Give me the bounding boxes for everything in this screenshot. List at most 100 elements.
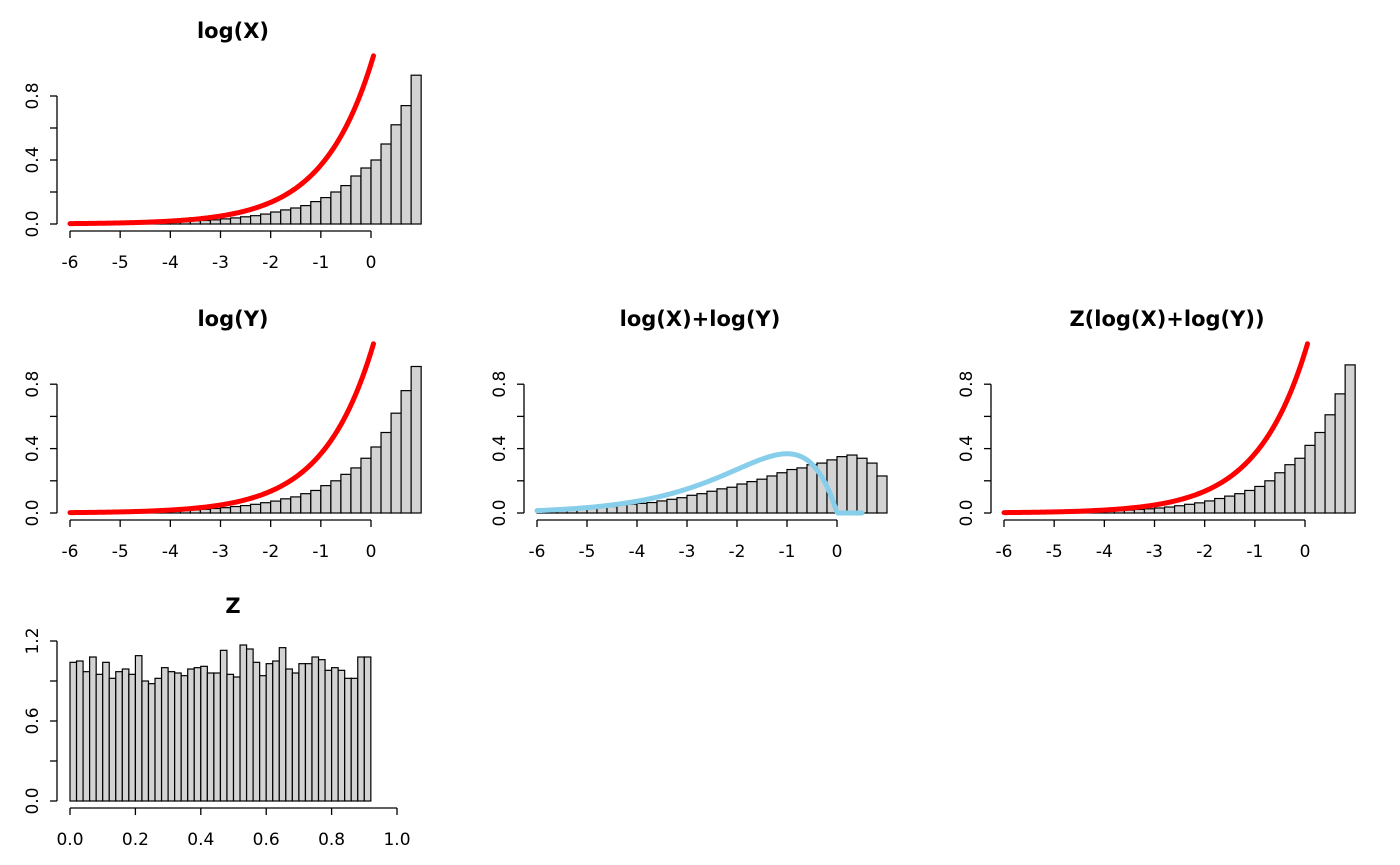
x-tick-label: 0.0 [56, 830, 83, 850]
histogram-panel-logy: log(Y) -6 -5 -4 -3 -2 -1 0 0.0 0.4 0.8 [23, 307, 422, 562]
histogram-bar [370, 159, 382, 225]
histogram-bar [252, 661, 261, 802]
histogram-panel-logx: log(X) -6 -5 -4 -3 -2 -1 0 0.0 0.4 0.8 [23, 19, 422, 273]
histogram-bar [766, 475, 778, 514]
histogram-bar [310, 201, 322, 225]
x-tick-label: 0 [366, 542, 377, 562]
panel-title: log(X)+log(Y) [620, 307, 781, 331]
histogram-bar [756, 478, 768, 514]
histogram-bar [245, 648, 254, 802]
histogram-bar [239, 644, 248, 802]
x-tick-label: -4 [629, 542, 646, 562]
x-tick-label: -1 [1246, 542, 1263, 562]
histogram-bar [206, 672, 215, 802]
histogram-bar [786, 468, 798, 514]
histogram-bar [300, 205, 312, 225]
histogram-bar [337, 669, 346, 802]
x-tick-label: -6 [996, 542, 1013, 562]
x-tick-label: -1 [779, 542, 796, 562]
histogram-bar [1344, 364, 1356, 514]
x-tick-label: -5 [112, 542, 129, 562]
histogram-bar [666, 498, 678, 514]
panel-title: log(Y) [197, 307, 268, 331]
histogram-bar [330, 480, 342, 514]
histogram-bar [250, 215, 262, 225]
histogram-bar [706, 490, 718, 514]
histogram-bar [1304, 444, 1316, 514]
histogram-bar [147, 683, 156, 802]
histogram-bar [95, 673, 104, 802]
histogram-bar [410, 365, 422, 514]
histogram-bar [1284, 464, 1296, 514]
histogram-bar [686, 494, 698, 514]
histogram-bar [232, 676, 241, 802]
x-tick-label: -4 [1096, 542, 1113, 562]
histogram-bar [300, 493, 312, 514]
histogram-bar [310, 489, 322, 514]
histogram-bar [1234, 493, 1246, 514]
y-tick-label: 0.8 [957, 371, 977, 398]
histogram-bar [380, 143, 392, 225]
histogram-bar [636, 502, 648, 514]
histogram-bar [260, 502, 272, 514]
histogram-bar [250, 503, 262, 514]
histogram-bar [1294, 457, 1306, 514]
panel-title: log(X) [197, 19, 269, 43]
histogram-bar [311, 656, 320, 802]
histogram-bar [1214, 497, 1226, 514]
histogram-bar [350, 677, 359, 802]
histogram-bar [726, 486, 738, 514]
histogram-bar [265, 663, 274, 802]
histogram-bar [1183, 503, 1196, 514]
histogram-bar [229, 217, 242, 225]
histogram-bar [716, 488, 728, 514]
histogram-bar [239, 216, 252, 225]
histogram-bar [272, 660, 280, 802]
histogram-bar [285, 668, 293, 802]
histogram-bar [320, 197, 332, 225]
histogram-bar [350, 175, 362, 225]
histogram-bar [1334, 393, 1346, 514]
histogram-bar [410, 74, 422, 225]
histogram-bar [298, 663, 307, 802]
histogram-bar [696, 493, 708, 514]
histogram-bar [1314, 431, 1326, 514]
histogram-bar [331, 667, 339, 802]
histogram-bar [324, 669, 333, 802]
histogram-bar [239, 504, 252, 514]
histogram-bar [344, 677, 352, 802]
histogram-bar [219, 218, 232, 225]
histogram-bar [209, 507, 222, 514]
histogram-bar [876, 475, 888, 514]
histogram-bar [69, 661, 78, 802]
histogram-bar [75, 660, 84, 802]
x-tick-label: -3 [1146, 542, 1163, 562]
y-tick-label: 0.0 [957, 499, 977, 526]
y-tick-label: 0.6 [23, 707, 43, 734]
histogram-bar [646, 501, 658, 514]
histogram-bar [128, 673, 137, 802]
y-tick-label: 1.2 [23, 627, 43, 654]
histogram-bar [291, 672, 300, 802]
histogram-bar [121, 668, 130, 802]
x-tick-label: -2 [262, 542, 279, 562]
histogram-bar [357, 656, 365, 802]
histogram-bar [89, 656, 97, 802]
x-tick-label: -2 [729, 542, 746, 562]
histogram-bar [260, 213, 272, 225]
y-tick-label: 0.8 [490, 371, 510, 398]
histogram-bar [270, 500, 282, 514]
y-tick-label: 0.4 [23, 146, 43, 173]
y-tick-label: 0.0 [23, 210, 43, 237]
histogram-bar [187, 668, 195, 802]
x-tick-label: 0.2 [122, 830, 149, 850]
histogram-panel-z: Z 0.0 0.2 0.4 0.6 0.8 1.0 0.0 0.6 1.2 [23, 594, 411, 850]
x-tick-label: -5 [1046, 542, 1063, 562]
y-tick-label: 0.0 [23, 787, 43, 814]
histogram-bar [856, 457, 868, 514]
histogram-bar [350, 467, 362, 514]
histogram-bar [317, 659, 326, 802]
histogram-bar [390, 412, 402, 514]
density-curve [534, 451, 865, 516]
